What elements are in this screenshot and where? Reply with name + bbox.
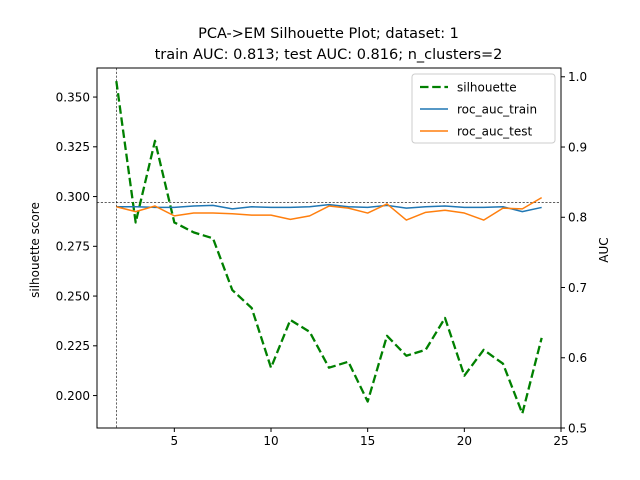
y-axis-right-label: AUC <box>597 237 611 262</box>
series-line-silhouette <box>115 80 543 415</box>
legend-box <box>411 73 556 144</box>
x-tick-label-20: 20 <box>457 434 472 448</box>
legend-label-silhouette: silhouette <box>457 80 517 94</box>
y-right-tick-label: 0.7 <box>568 281 587 295</box>
series-line-roc_auc_train <box>116 203 542 213</box>
y-right-tick-label: 0.8 <box>568 211 587 225</box>
x-tick-label-15: 15 <box>360 434 375 448</box>
y-left-tick-label: 0.275 <box>56 240 90 254</box>
y-right-tick-label: 1.0 <box>568 70 587 84</box>
y-left-tick-label: 0.250 <box>56 289 90 303</box>
y-axis-left-label: silhouette score <box>28 202 42 298</box>
series-line-roc_auc_test <box>116 196 543 221</box>
legend: silhouette roc_auc_train roc_auc_test <box>411 73 556 144</box>
axes-frame <box>96 67 562 429</box>
y-left-tick-label: 0.350 <box>56 90 90 104</box>
y-left-tick-label: 0.200 <box>56 389 90 403</box>
chart-title-line2: train AUC: 0.813; test AUC: 0.816; n_clu… <box>155 47 503 63</box>
y-left-tick-label: 0.325 <box>56 140 90 154</box>
x-tick-label-10: 10 <box>263 434 278 448</box>
chart-title-line1: PCA->EM Silhouette Plot; dataset: 1 <box>198 26 459 42</box>
y-left-tick-label: 0.300 <box>56 190 90 204</box>
legend-label-roc_auc_train: roc_auc_train <box>457 102 537 116</box>
x-tick-label-5: 5 <box>171 434 179 448</box>
legend-label-roc_auc_test: roc_auc_test <box>457 124 533 138</box>
y-right-tick-label: 0.5 <box>568 421 587 435</box>
y-right-tick-label: 0.9 <box>568 140 587 154</box>
y-left-tick-label: 0.225 <box>56 339 90 353</box>
x-tick-label-25: 25 <box>553 434 568 448</box>
plot-area: 5 10 15 20 25 0.200 0.225 0.250 0.275 0.300 0.325 0… <box>56 67 587 448</box>
y-right-tick-label: 0.6 <box>568 351 587 365</box>
